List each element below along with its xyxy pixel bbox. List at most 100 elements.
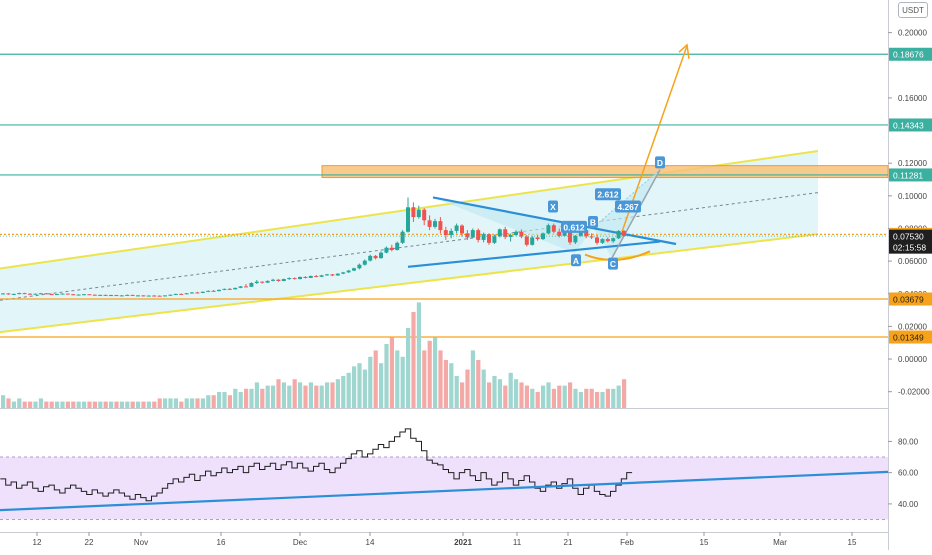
volume-bar [298, 382, 303, 408]
volume-bar [211, 395, 216, 408]
volume-bar [562, 385, 567, 408]
volume-bar [454, 376, 459, 408]
candle-body [17, 293, 22, 295]
candle-body [524, 236, 529, 245]
candle-body [481, 234, 486, 240]
candle-body [551, 225, 556, 232]
candle-body [82, 294, 86, 296]
candle-body [395, 242, 400, 251]
volume-bar [238, 392, 243, 408]
price-tick-label: 0.06000 [898, 257, 927, 266]
candle-body [303, 276, 308, 278]
volume-bar [157, 398, 162, 408]
candle-body [119, 295, 124, 297]
time-tick-label: 14 [366, 538, 375, 547]
volume-bar [395, 350, 400, 408]
time-tick-label: 12 [33, 538, 42, 547]
volume-bar [98, 401, 103, 408]
candle-body [173, 293, 178, 295]
volume-bar [82, 401, 87, 408]
rsi-tick-label: 40.00 [898, 500, 919, 509]
candle-body [433, 221, 437, 227]
volume-bar [551, 388, 556, 408]
rsi-tick-label: 80.00 [898, 437, 919, 446]
candle-body [71, 294, 76, 296]
volume-bar [379, 363, 384, 408]
candle-body [416, 209, 421, 218]
candle-body [470, 230, 475, 238]
candle-body [487, 234, 491, 243]
volume-bar [605, 388, 610, 408]
candle-body [195, 292, 200, 294]
volume-bar [481, 369, 486, 408]
candle-body [11, 293, 16, 295]
volume-bar [535, 392, 540, 408]
pattern-label-text: A [573, 256, 579, 266]
volume-bar [109, 401, 114, 408]
volume-bar [38, 398, 43, 408]
volume-bar [325, 382, 330, 408]
price-tick-label: 0.16000 [898, 94, 927, 103]
pattern-bd-dash [592, 169, 661, 229]
candle-body [568, 226, 572, 243]
candle-body [179, 293, 184, 295]
volume-bar [314, 385, 319, 408]
candle-body [163, 295, 167, 297]
level-tag-box [889, 47, 932, 61]
candle-body [578, 230, 583, 236]
candle-body [6, 293, 11, 295]
pattern-label-text: 0.612 [563, 222, 585, 232]
pattern-label-box [615, 200, 641, 213]
candle-body [595, 237, 599, 243]
volume-bar [179, 401, 184, 408]
time-tick-label: 11 [513, 538, 522, 547]
volume-bar [530, 388, 535, 408]
channel-fill [0, 150, 818, 333]
channel-lower-line [0, 233, 819, 334]
candle-body [103, 294, 108, 296]
volume-bar [422, 350, 427, 408]
candle-body [249, 282, 254, 287]
volume-bar [584, 388, 589, 408]
volume-bar [249, 388, 254, 408]
volume-bar [589, 388, 594, 408]
volume-bar [71, 401, 76, 408]
volume-bar [49, 401, 54, 408]
candle-body [227, 288, 232, 290]
candle-body [28, 293, 32, 295]
candle-body [98, 294, 103, 296]
rsi-trend-line [0, 470, 889, 512]
pattern-label-text: B [590, 217, 596, 227]
volume-bar [11, 401, 16, 408]
volume-bar [217, 392, 222, 408]
price-tick-label: 0.20000 [898, 29, 927, 38]
candle-body [589, 236, 594, 238]
candle-body [55, 294, 59, 296]
candle-body [76, 294, 81, 296]
candle-body [362, 260, 367, 265]
candle-body [400, 231, 405, 243]
volume-bar [1, 395, 6, 408]
candle-body [92, 294, 97, 296]
volume-bar [487, 382, 492, 408]
level-tag-text: 0.03679 [893, 294, 924, 304]
triangle-upper-line [432, 196, 677, 246]
candle-body [168, 294, 173, 296]
volume-bar [341, 376, 346, 408]
currency-label[interactable]: USDT [898, 2, 928, 18]
candle-body [298, 276, 302, 280]
volume-bar [173, 398, 178, 408]
pattern-label-box [548, 200, 558, 213]
candle-body [200, 291, 205, 293]
pattern-label-text: 4.267 [617, 202, 639, 212]
volume-bar [416, 302, 421, 408]
candle-body [22, 293, 27, 295]
pattern-label-text: C [610, 259, 616, 269]
candle-body [314, 275, 319, 277]
volume-bar [578, 392, 583, 408]
volume-bar [28, 401, 33, 408]
candle-body [206, 290, 211, 292]
volume-bar [622, 379, 627, 408]
